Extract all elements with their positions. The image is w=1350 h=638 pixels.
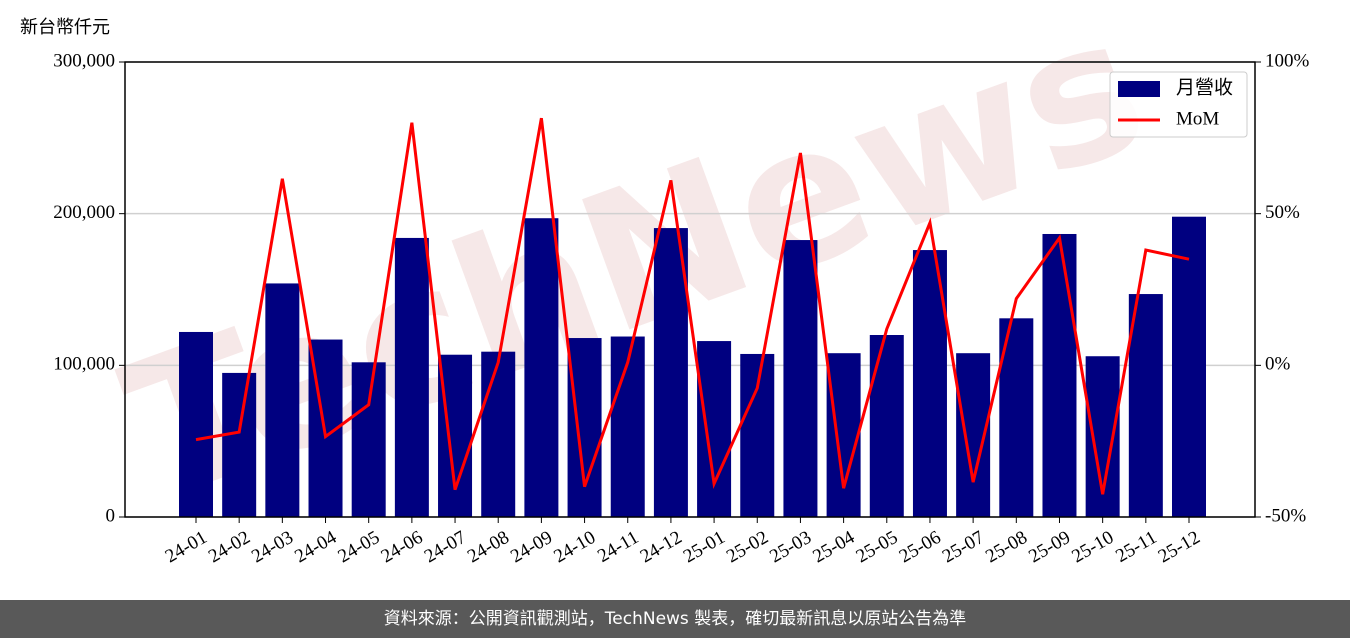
x-tick-label: 25-05 [853,527,902,567]
y-axis-label: 新台幣仟元 [20,17,110,38]
legend-swatch [1118,81,1160,97]
x-tick-label: 25-09 [1025,527,1074,567]
bar [1042,233,1077,518]
bar [179,331,213,517]
x-tick-label: 24-12 [637,527,686,567]
bar [740,353,775,517]
bar [783,240,818,517]
bar [524,218,559,517]
x-tick-label: 24-09 [507,527,556,567]
footer: 資料來源：公開資訊觀測站，TechNews 製表，確切最新訊息以原站公告為準 [0,600,1350,638]
x-tick-label: 25-02 [723,527,772,567]
line [195,117,1190,495]
legend-label: 月營收 [1176,76,1233,98]
y2-tick-label: -50% [1265,505,1306,526]
y-tick-label: 100,000 [53,354,115,375]
y2-tick-label: 50% [1265,202,1300,223]
y-tick-label: 200,000 [53,202,115,223]
bar [567,338,602,517]
bar [653,228,688,517]
x-tick-label: 24-04 [291,527,340,568]
x-tick-label: 24-06 [378,527,427,567]
x-tick-label: 25-07 [939,527,988,567]
y2-tick-label: 100% [1265,50,1310,71]
legend-label: MoM [1176,108,1219,129]
bar [697,341,732,517]
bar [826,353,861,517]
bar [351,362,386,517]
x-tick-label: 25-11 [1112,527,1160,567]
x-tick-label: 24-03 [248,527,297,567]
x-tick-label: 25-04 [809,527,858,568]
plot-frame [124,61,1256,518]
x-tick-label: 25-06 [896,527,945,567]
x-tick-label: 25-08 [982,527,1031,567]
x-tick-label: 24-02 [205,527,254,567]
y-tick-label: 0 [106,505,116,526]
x-tick-label: 24-07 [421,527,470,567]
x-tick-label: 24-08 [464,527,513,567]
y2-tick-label: 0% [1265,354,1291,375]
x-tick-label: 24-05 [334,527,383,567]
x-tick-label: 25-12 [1155,527,1204,567]
x-tick-label: 25-03 [766,527,815,567]
bar [1128,294,1163,517]
x-tick-label: 24-10 [550,527,599,567]
x-tick-label: 25-01 [680,527,729,567]
bar [265,283,300,517]
x-tick-label: 24-11 [594,527,642,567]
chart: 新台幣仟元 TechNews0100,000200,000300,000-50%… [20,0,1310,568]
bar [394,237,429,517]
x-tick-label: 25-10 [1068,527,1117,567]
bar [1172,216,1206,517]
y-tick-label: 300,000 [53,50,115,71]
bar [222,372,257,517]
bar [481,351,516,517]
bar [869,335,904,517]
